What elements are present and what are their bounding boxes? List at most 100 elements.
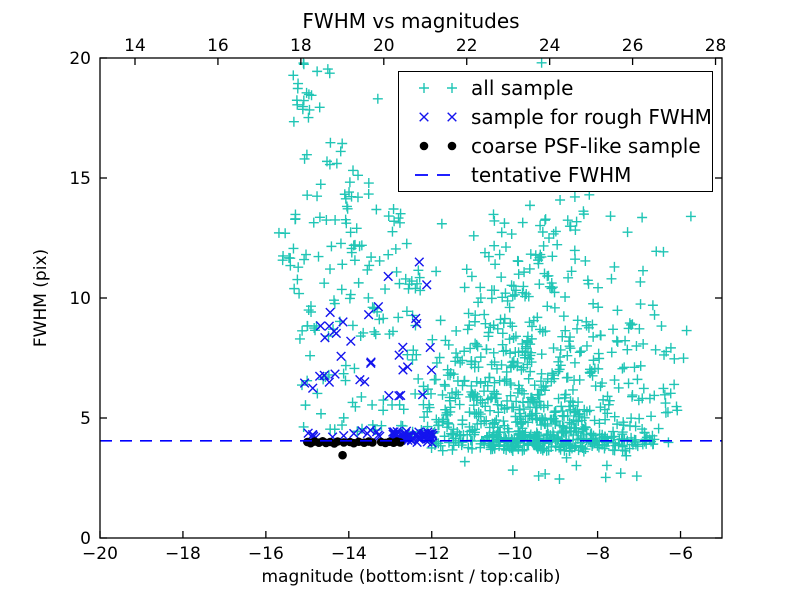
scatter-point	[525, 366, 536, 377]
x2-tick-label: 24	[539, 36, 561, 56]
scatter-point	[547, 370, 558, 381]
scatter-point	[600, 472, 611, 483]
scatter-point	[609, 431, 620, 442]
scatter-point	[496, 272, 507, 283]
scatter-point	[414, 272, 425, 283]
scatter-point	[340, 193, 351, 204]
scatter-point	[569, 245, 580, 256]
scatter-point	[321, 215, 332, 226]
scatter-point	[532, 414, 543, 425]
legend-item-label: all sample	[471, 76, 574, 101]
scatter-point	[569, 191, 580, 202]
scatter-point	[489, 240, 500, 251]
scatter-point	[669, 353, 680, 364]
scatter-point	[464, 407, 475, 418]
scatter-point	[337, 420, 348, 431]
scatter-point	[349, 363, 360, 374]
scatter-point	[613, 382, 624, 393]
scatter-point	[571, 216, 582, 227]
scatter-point	[487, 440, 498, 451]
y-tick-label: 0	[80, 529, 91, 549]
scatter-point	[340, 214, 351, 225]
scatter-point	[452, 352, 463, 363]
scatter-point	[562, 215, 573, 226]
scatter-point	[592, 440, 603, 451]
scatter-point	[590, 381, 601, 392]
scatter-point	[617, 434, 628, 445]
scatter-point	[297, 104, 308, 115]
scatter-point	[320, 332, 330, 343]
scatter-point	[457, 380, 468, 391]
scatter-point	[387, 226, 398, 237]
scatter-point	[617, 363, 628, 374]
scatter-point	[383, 249, 394, 260]
x2-tick-label: 14	[124, 36, 146, 56]
scatter-point	[561, 452, 572, 463]
scatter-point	[622, 227, 633, 238]
scatter-point	[390, 243, 401, 254]
scatter-point	[473, 297, 484, 308]
scatter-point	[489, 386, 500, 397]
scatter-point	[344, 177, 355, 188]
scatter-point	[352, 192, 363, 203]
scatter-point	[638, 265, 649, 276]
scatter-point	[510, 417, 521, 428]
scatter-point	[367, 399, 378, 410]
x-axis-label: magnitude (bottom:isnt / top:calib)	[261, 567, 561, 587]
scatter-point	[504, 302, 515, 313]
scatter-point	[288, 243, 299, 254]
scatter-point	[506, 229, 517, 240]
scatter-point	[555, 360, 566, 371]
scatter-point	[525, 249, 536, 260]
x2-tick-label: 16	[207, 36, 229, 56]
scatter-point	[378, 313, 389, 324]
legend-item-psf-sample: coarse PSF-like sample	[409, 132, 712, 160]
scatter-point	[349, 428, 359, 439]
scatter-point	[459, 282, 470, 293]
legend-item-label: tentative FWHM	[471, 162, 632, 187]
scatter-point	[345, 289, 356, 300]
scatter-point	[378, 405, 389, 416]
scatter-point	[491, 430, 502, 441]
scatter-point	[366, 357, 376, 367]
scatter-point	[437, 389, 448, 400]
scatter-point	[513, 256, 524, 267]
scatter-point	[298, 58, 309, 69]
scatter-point	[514, 411, 525, 422]
scatter-point	[370, 329, 381, 340]
scatter-point	[303, 112, 314, 123]
x-tick-label: −12	[414, 544, 450, 564]
scatter-point	[538, 382, 549, 393]
scatter-point	[527, 321, 538, 332]
scatter-point	[458, 429, 469, 440]
scatter-point	[541, 445, 552, 456]
scatter-point	[510, 331, 521, 342]
scatter-point	[524, 263, 535, 274]
scatter-point	[368, 438, 377, 447]
scatter-point	[325, 307, 335, 318]
scatter-point	[426, 365, 437, 375]
scatter-point	[462, 324, 473, 335]
scatter-point	[395, 390, 406, 401]
scatter-point	[553, 366, 564, 377]
y-axis-label-wrap: FWHM (pix)	[30, 58, 52, 538]
scatter-point	[447, 444, 458, 455]
scatter-point	[497, 328, 508, 339]
scatter-point	[394, 390, 404, 401]
scatter-point	[288, 70, 299, 81]
scatter-point	[410, 283, 421, 294]
scatter-point	[605, 211, 616, 222]
scatter-point	[326, 241, 337, 252]
scatter-point	[609, 411, 620, 422]
scatter-point	[560, 292, 571, 303]
scatter-point	[335, 146, 346, 157]
scatter-point	[552, 239, 563, 250]
scatter-point	[372, 93, 383, 104]
scatter-point	[508, 281, 519, 292]
scatter-point	[631, 340, 642, 351]
dashed-line-icon	[415, 173, 459, 176]
y-tick-label: 15	[69, 169, 91, 189]
scatter-point	[551, 416, 562, 427]
scatter-point	[534, 324, 545, 335]
scatter-point	[419, 389, 430, 400]
